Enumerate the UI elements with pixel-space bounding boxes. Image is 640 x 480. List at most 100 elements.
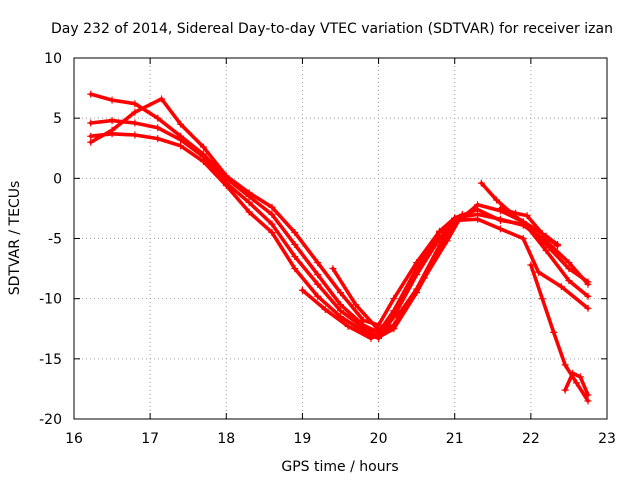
data-point <box>337 301 344 309</box>
data-point <box>154 114 162 122</box>
data-point <box>177 142 185 150</box>
data-point <box>561 361 569 369</box>
data-point <box>519 235 527 242</box>
y-tick-label: -10 <box>39 292 62 308</box>
data-point <box>268 220 276 228</box>
data-point <box>523 212 531 220</box>
data-point <box>131 131 139 139</box>
data-point <box>245 198 253 206</box>
data-point <box>314 292 322 300</box>
series-line <box>89 118 590 340</box>
y-tick-label: -5 <box>48 232 62 248</box>
data-point <box>359 316 367 324</box>
data-point <box>493 196 501 204</box>
data-point <box>268 210 276 218</box>
data-point <box>477 179 485 187</box>
series-line <box>89 97 590 327</box>
data-point <box>420 274 428 282</box>
data-point <box>291 253 299 261</box>
data-point <box>435 242 443 250</box>
data-point <box>565 259 573 267</box>
data-point <box>87 132 95 140</box>
x-tick-label: 21 <box>446 431 464 447</box>
data-point <box>561 386 569 394</box>
data-point <box>584 292 592 300</box>
data-point <box>87 119 95 127</box>
data-point <box>268 228 276 236</box>
data-point <box>458 210 466 218</box>
data-point <box>584 397 592 405</box>
data-point <box>569 369 577 377</box>
data-point <box>245 189 253 197</box>
data-point <box>512 209 520 217</box>
data-point <box>576 373 584 381</box>
data-point <box>291 228 299 236</box>
x-tick-label: 16 <box>65 431 83 447</box>
y-tick-label: 0 <box>53 171 62 187</box>
data-point <box>177 120 185 128</box>
data-point <box>573 379 581 387</box>
x-tick-label: 19 <box>294 431 312 447</box>
x-tick-label: 22 <box>522 431 540 447</box>
y-tick-labels: -20 -15 -10 -5 0 5 10 <box>39 51 62 428</box>
series-track-9 <box>527 261 592 405</box>
data-point <box>337 289 344 297</box>
y-tick-label: 10 <box>44 51 62 67</box>
data-point <box>352 301 360 309</box>
data-point <box>108 117 116 125</box>
data-point <box>329 265 337 273</box>
data-point <box>550 328 558 336</box>
series-line <box>89 132 590 341</box>
data-point <box>584 391 592 399</box>
x-axis-title: GPS time / hours <box>281 459 398 475</box>
plot-area-border <box>73 57 608 420</box>
data-point <box>87 90 95 98</box>
data-point <box>291 265 299 273</box>
x-tick-labels: 16 17 18 19 20 21 22 23 <box>65 431 616 447</box>
data-point <box>557 283 565 291</box>
data-point <box>131 100 139 108</box>
data-series-group <box>87 90 592 405</box>
series-line <box>563 371 590 397</box>
data-point <box>87 138 95 146</box>
data-point <box>565 277 573 285</box>
data-point <box>268 203 276 211</box>
series-track-2 <box>87 117 592 341</box>
data-point <box>367 334 375 342</box>
x-tick-label: 20 <box>370 431 388 447</box>
data-point <box>291 241 299 249</box>
data-point <box>565 265 573 273</box>
data-point <box>314 271 322 279</box>
data-point <box>534 268 542 276</box>
data-point <box>131 119 139 127</box>
series-line <box>529 263 590 403</box>
data-point <box>435 227 443 235</box>
x-tick-label: 18 <box>217 431 235 447</box>
data-point <box>538 230 546 238</box>
series-track-8 <box>496 204 562 250</box>
data-point <box>344 322 352 330</box>
data-point <box>474 201 482 209</box>
data-point <box>154 135 162 143</box>
data-point <box>413 259 421 267</box>
data-point <box>131 108 139 116</box>
chart-title: Day 232 of 2014, Sidereal Day-to-day VTE… <box>51 21 613 37</box>
data-point <box>375 326 383 334</box>
data-point <box>538 295 546 303</box>
series-track-3 <box>87 130 592 342</box>
data-point <box>177 136 185 144</box>
data-point <box>222 182 230 190</box>
data-point <box>554 242 562 250</box>
data-point <box>527 261 535 269</box>
data-point <box>390 321 398 329</box>
axis-ticks <box>73 57 608 420</box>
data-point <box>496 215 504 223</box>
x-tick-label: 23 <box>598 431 616 447</box>
data-point <box>542 247 550 255</box>
data-point <box>397 307 405 315</box>
series-track-6 <box>329 210 466 334</box>
data-point <box>390 295 398 303</box>
y-tick-label: 5 <box>53 111 62 127</box>
data-point <box>474 210 482 218</box>
